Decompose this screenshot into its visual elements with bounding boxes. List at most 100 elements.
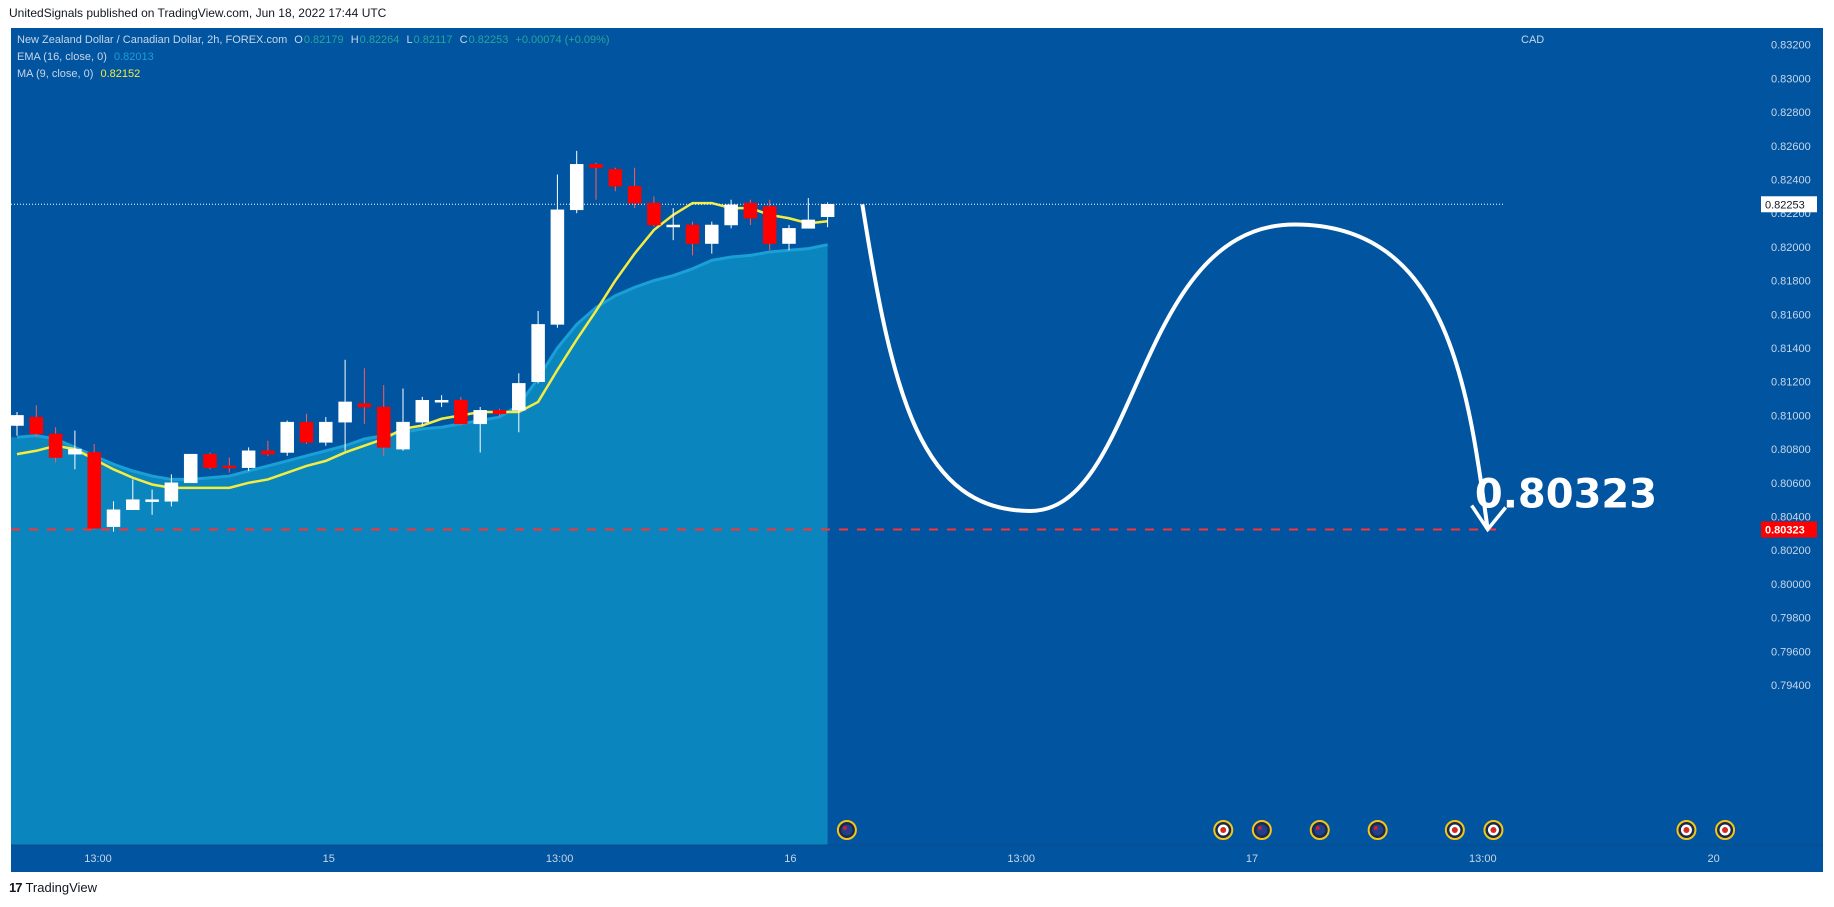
- candle[interactable]: [415, 399, 430, 423]
- y-tick-label: 0.81400: [1771, 343, 1811, 355]
- candle[interactable]: [68, 448, 82, 455]
- ohlc-low-value: 0.82117: [413, 34, 453, 46]
- candle[interactable]: [241, 450, 256, 468]
- tradingview-logo-icon: 17: [9, 880, 23, 895]
- chart-area[interactable]: 0.80323 CAD 0.83200 0.83000 0.82800 0.82600 0.…: [11, 28, 1823, 872]
- ema-value: 0.82013: [113, 51, 154, 63]
- candle[interactable]: [569, 164, 584, 211]
- flag-maple: [1220, 827, 1227, 833]
- y-tick-label: 0.82000: [1771, 242, 1811, 254]
- y-tick-label: 0.81000: [1771, 410, 1811, 422]
- flag-maple: [1722, 827, 1729, 833]
- ohlc-change: +0.00074 (+0.09%): [515, 34, 610, 46]
- candle[interactable]: [531, 324, 545, 382]
- y-tick-label: 0.80600: [1771, 478, 1811, 490]
- y-tick-label: 0.79400: [1771, 680, 1811, 692]
- candle[interactable]: [820, 204, 835, 217]
- x-tick-label: 13:00: [1469, 853, 1497, 865]
- y-tick-label: 0.80400: [1771, 512, 1811, 524]
- x-tick-label: 13:00: [546, 853, 574, 865]
- candle[interactable]: [145, 499, 159, 502]
- tradingview-brand[interactable]: TradingView: [25, 880, 98, 895]
- x-tick-label: 17: [1246, 853, 1258, 865]
- flag-star: [842, 826, 847, 830]
- candle[interactable]: [376, 406, 391, 448]
- symbol-legend[interactable]: New Zealand Dollar / Canadian Dollar, 2h…: [17, 34, 610, 46]
- ma-label[interactable]: MA (9, close, 0): [17, 68, 94, 80]
- candle[interactable]: [203, 453, 217, 468]
- current-price-badge: [1761, 196, 1817, 213]
- flag-inner: [1314, 824, 1326, 836]
- forecast-path[interactable]: [860, 203, 1490, 530]
- y-tick-label: 0.80000: [1771, 579, 1811, 591]
- candle[interactable]: [743, 202, 758, 219]
- y-tick-label: 0.79600: [1771, 646, 1811, 658]
- x-tick-label: 20: [1707, 853, 1719, 865]
- candle[interactable]: [666, 224, 680, 228]
- candle[interactable]: [801, 219, 816, 229]
- flag-star: [1373, 826, 1378, 830]
- x-tick-label: 15: [323, 853, 335, 865]
- candle[interactable]: [299, 421, 314, 443]
- y-tick-label: 0.79800: [1771, 613, 1811, 625]
- currency-label: CAD: [1521, 34, 1544, 46]
- ema-line[interactable]: [16, 243, 828, 481]
- candle[interactable]: [87, 452, 101, 529]
- ma-legend[interactable]: MA (9, close, 0) 0.82152: [17, 68, 140, 80]
- candle[interactable]: [608, 169, 623, 187]
- ohlc-close-key: C: [459, 34, 468, 46]
- candle[interactable]: [589, 164, 603, 168]
- candle[interactable]: [261, 450, 275, 455]
- flag-star: [1257, 826, 1262, 830]
- ohlc-low-key: L: [406, 34, 413, 46]
- candle[interactable]: [164, 482, 179, 502]
- candle[interactable]: [319, 421, 333, 443]
- x-tick-label: 13:00: [84, 853, 112, 865]
- candle[interactable]: [550, 209, 565, 325]
- candle[interactable]: [126, 499, 140, 511]
- y-tick-label: 0.82800: [1771, 107, 1811, 119]
- candle[interactable]: [338, 401, 352, 423]
- candle[interactable]: [106, 509, 121, 527]
- ema-area-fill: [11, 244, 828, 845]
- ohlc-open-value: 0.82179: [303, 34, 344, 46]
- candle[interactable]: [454, 399, 468, 425]
- ema-legend[interactable]: EMA (16, close, 0) 0.82013: [17, 51, 154, 63]
- candle[interactable]: [685, 224, 700, 244]
- candle[interactable]: [724, 204, 738, 226]
- y-tick-label: 0.80200: [1771, 545, 1811, 557]
- candle[interactable]: [222, 465, 237, 469]
- candle[interactable]: [357, 403, 372, 408]
- candle[interactable]: [782, 228, 796, 244]
- flag-inner: [841, 824, 853, 836]
- ohlc-high-key: H: [350, 34, 359, 46]
- forecast-arrow-head: [1470, 504, 1508, 533]
- flag-inner: [1372, 824, 1384, 836]
- ema-label[interactable]: EMA (16, close, 0): [17, 51, 107, 63]
- flag-inner: [1256, 824, 1268, 836]
- candle[interactable]: [627, 185, 642, 204]
- candle[interactable]: [396, 421, 410, 450]
- candle[interactable]: [280, 421, 294, 453]
- y-tick-label: 0.81800: [1771, 276, 1811, 288]
- symbol-name[interactable]: New Zealand Dollar / Canadian Dollar, 2h…: [17, 34, 288, 46]
- candle[interactable]: [473, 410, 487, 425]
- y-tick-label: 0.81600: [1771, 309, 1811, 321]
- candle[interactable]: [29, 416, 44, 435]
- candle[interactable]: [11, 415, 24, 426]
- target-price-axis-label: 0.80323: [1765, 524, 1805, 536]
- ohlc-open-key: O: [294, 34, 303, 46]
- candle[interactable]: [647, 202, 661, 226]
- candle[interactable]: [705, 224, 719, 244]
- price-chart[interactable]: 0.80323 CAD 0.83200 0.83000 0.82800 0.82600 0.…: [11, 28, 1823, 872]
- candle[interactable]: [512, 383, 526, 411]
- candle[interactable]: [762, 206, 777, 244]
- target-price-badge: [1761, 521, 1817, 538]
- candle[interactable]: [183, 453, 198, 484]
- candle[interactable]: [48, 433, 63, 458]
- candle[interactable]: [492, 410, 507, 414]
- tradingview-footer[interactable]: 17 TradingView: [9, 880, 97, 895]
- flag-maple: [1451, 827, 1458, 833]
- candle[interactable]: [434, 399, 449, 403]
- x-tick-label: 16: [784, 853, 796, 865]
